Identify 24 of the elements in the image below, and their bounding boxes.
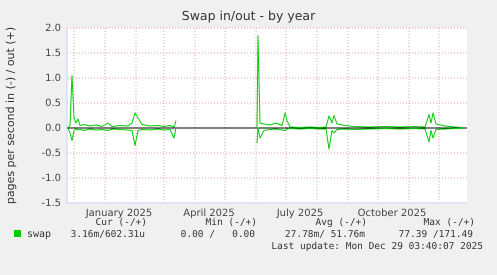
y-tick-label: -0.5 xyxy=(41,148,61,160)
y-tick-label: -1.0 xyxy=(41,173,61,184)
text: 77.39 /171.49 xyxy=(398,229,474,240)
y-tick-label: 1.0 xyxy=(45,73,61,84)
y-tick-label: 1.5 xyxy=(45,48,61,60)
chart-title: Swap in/out - by year xyxy=(182,8,316,23)
y-tick-label: -1.5 xyxy=(41,198,61,210)
x-tick-label: October 2025 xyxy=(358,208,426,219)
text: Last update: Mon Dec 29 03:40:07 2025 xyxy=(271,241,483,252)
text: 0.00 / 0.00 xyxy=(180,229,256,240)
legend-label: swap xyxy=(27,229,52,240)
text: 27.78m/ 51.76m xyxy=(284,229,366,240)
text: Min (-/+) xyxy=(206,217,257,228)
y-axis-title: pages per second in (-) / out (+) xyxy=(4,26,17,204)
y-tick-label: 0.0 xyxy=(45,123,61,134)
text: Avg (-/+) xyxy=(316,217,367,228)
y-tick-label: 0.5 xyxy=(45,98,61,110)
y-tick-label: 2.0 xyxy=(45,23,61,34)
text: Cur (-/+) xyxy=(96,217,147,228)
text: 3.16m/602.31u xyxy=(70,229,145,240)
text: Max (-/+) xyxy=(424,217,475,228)
x-tick-label: July 2025 xyxy=(276,208,324,219)
x-tick-label: January 2025 xyxy=(84,208,152,219)
x-tick-label: April 2025 xyxy=(183,208,235,219)
